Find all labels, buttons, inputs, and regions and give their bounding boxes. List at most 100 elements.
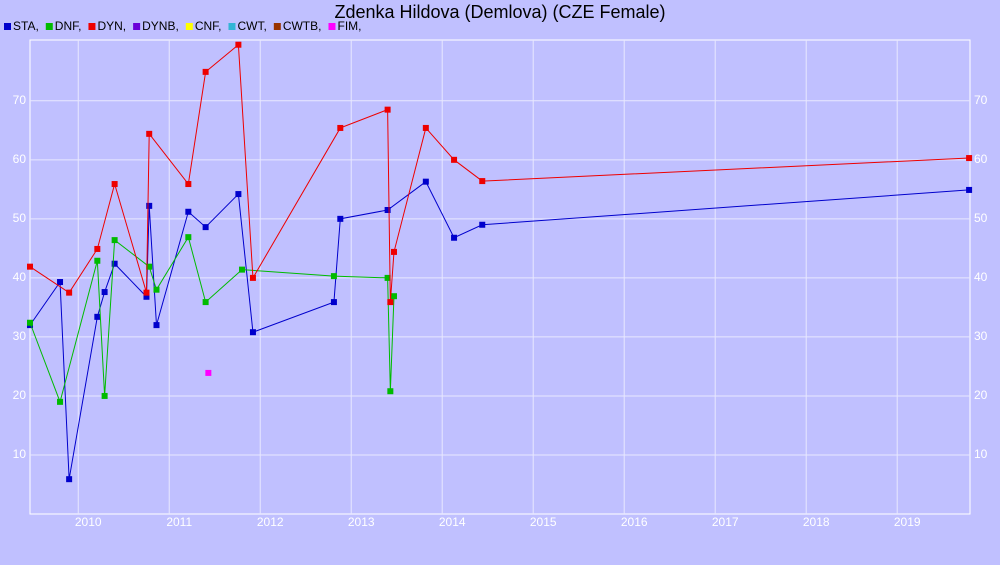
legend-label: STA, — [13, 19, 39, 33]
data-point — [94, 313, 101, 320]
y-tick-label: 30 — [13, 329, 27, 343]
data-point — [146, 202, 153, 209]
x-tick-label: 2016 — [621, 515, 648, 529]
data-point — [451, 234, 458, 241]
legend-swatch — [185, 23, 193, 30]
data-point — [390, 248, 397, 255]
data-point — [202, 299, 209, 306]
data-point — [479, 178, 486, 185]
legend-swatch — [88, 23, 96, 30]
data-point — [57, 398, 64, 405]
y-tick-label: 40 — [13, 270, 27, 284]
data-point — [143, 293, 150, 300]
series-line — [29, 180, 970, 480]
x-tick-label: 2019 — [894, 515, 921, 529]
data-point — [966, 186, 973, 193]
legend-label: DYNB, — [142, 19, 179, 33]
data-point — [384, 207, 391, 214]
y2-tick-label: 40 — [974, 270, 988, 284]
data-point — [94, 257, 101, 264]
data-point — [153, 322, 160, 329]
data-point — [185, 208, 192, 215]
data-point — [94, 245, 101, 252]
y-tick-label: 20 — [13, 388, 27, 402]
plot-frame — [29, 39, 971, 515]
x-tick-label: 2017 — [712, 515, 739, 529]
data-point — [111, 181, 118, 188]
data-point — [101, 392, 108, 399]
data-point — [384, 106, 391, 113]
data-point — [153, 286, 160, 293]
data-point — [146, 130, 153, 137]
x-tick-label: 2010 — [75, 515, 102, 529]
legend-swatch — [328, 23, 336, 30]
data-point — [202, 224, 209, 231]
x-tick-label: 2013 — [348, 515, 375, 529]
data-point — [330, 273, 337, 280]
y-tick-label: 60 — [13, 152, 27, 166]
data-point — [143, 289, 150, 296]
legend-label: DYN, — [97, 19, 126, 33]
chart-title: Zdenka Hildova (Demlova) (CZE Female) — [334, 2, 665, 22]
data-point — [185, 234, 192, 241]
data-point — [451, 156, 458, 163]
y-tick-label: 50 — [13, 211, 27, 225]
series-line — [29, 43, 970, 303]
data-point — [57, 279, 64, 286]
data-point — [27, 263, 33, 270]
data-point — [239, 266, 246, 273]
legend-swatch — [4, 23, 11, 30]
x-tick-label: 2011 — [166, 515, 192, 529]
data-point — [337, 124, 344, 131]
y2-tick-label: 50 — [974, 211, 988, 225]
data-point — [249, 274, 256, 281]
y2-tick-label: 60 — [974, 152, 988, 166]
legend-swatch — [133, 23, 141, 30]
data-point — [384, 274, 391, 281]
data-point — [205, 369, 212, 376]
legend-label: DNF, — [55, 19, 82, 33]
data-point — [111, 260, 118, 267]
data-point — [235, 41, 242, 48]
data-point — [185, 181, 192, 188]
y-tick-label: 10 — [13, 447, 27, 461]
data-point — [479, 221, 486, 228]
legend-swatch — [273, 23, 281, 30]
y2-tick-label: 70 — [974, 93, 988, 107]
data-point — [966, 155, 973, 162]
x-tick-label: 2015 — [530, 515, 557, 529]
data-point — [235, 191, 242, 198]
data-point — [390, 293, 397, 300]
x-tick-label: 2012 — [257, 515, 284, 529]
data-point — [66, 289, 73, 296]
data-point — [330, 299, 337, 306]
data-point — [422, 124, 429, 131]
y2-tick-label: 30 — [974, 329, 988, 343]
y2-tick-label: 10 — [974, 447, 988, 461]
data-point — [387, 299, 394, 306]
data-point — [422, 178, 429, 185]
legend-swatch — [228, 23, 236, 30]
x-tick-label: 2018 — [803, 515, 830, 529]
data-point — [249, 329, 256, 336]
data-point — [101, 289, 108, 296]
data-point — [111, 237, 118, 244]
legend-label: FIM, — [337, 19, 361, 33]
data-point — [27, 319, 33, 326]
data-point — [66, 476, 73, 483]
series-line — [29, 235, 395, 404]
legend-swatch — [45, 23, 53, 30]
x-tick-label: 2014 — [439, 515, 466, 529]
data-point — [202, 68, 209, 75]
y-tick-label: 70 — [13, 93, 27, 107]
y2-tick-label: 20 — [974, 388, 988, 402]
legend-label: CWT, — [237, 19, 266, 33]
data-point — [337, 215, 344, 222]
data-point — [146, 263, 153, 270]
data-point — [387, 388, 394, 395]
legend-label: CWTB, — [283, 19, 322, 33]
legend-label: CNF, — [195, 19, 222, 33]
